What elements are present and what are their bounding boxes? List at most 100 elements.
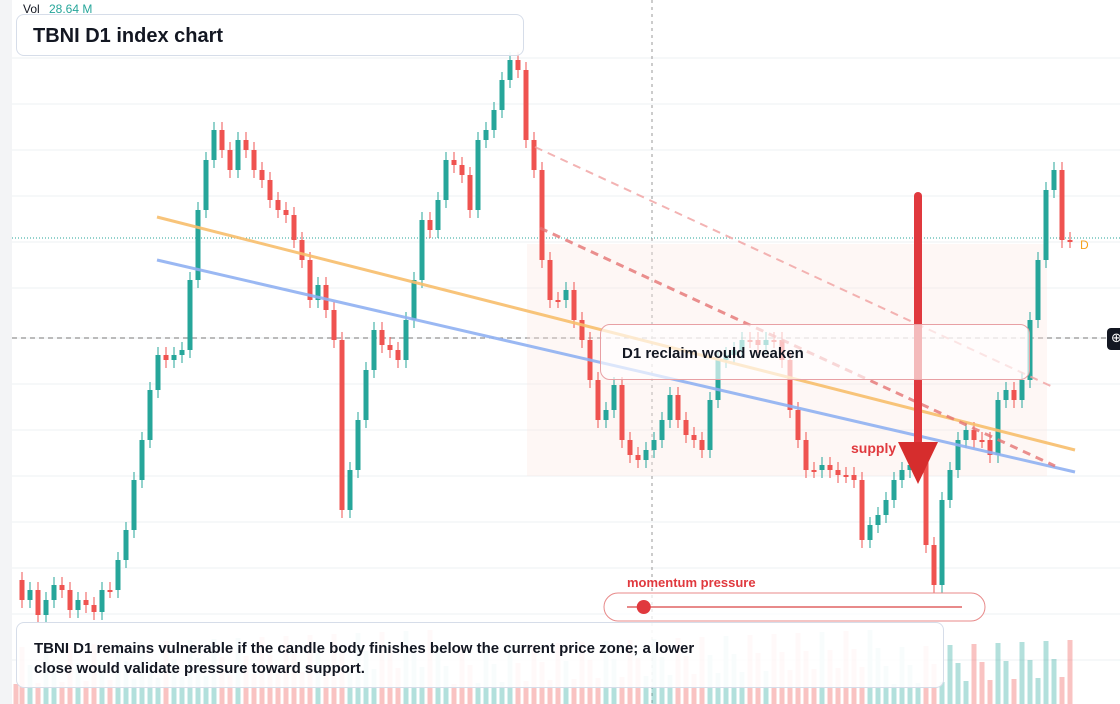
candle-body bbox=[451, 160, 457, 165]
volume-bar bbox=[1051, 659, 1057, 704]
candle-body bbox=[203, 160, 209, 210]
volume-bar bbox=[227, 675, 233, 704]
reclaim-callout: D1 reclaim would weaken bbox=[600, 324, 1030, 380]
candle-body bbox=[619, 385, 625, 440]
volume-bar bbox=[963, 681, 969, 704]
candle-body bbox=[651, 440, 657, 450]
momentum-knob bbox=[636, 600, 651, 614]
candle-body bbox=[859, 480, 865, 540]
candle-body bbox=[131, 480, 137, 530]
candle-body bbox=[275, 200, 281, 210]
candle-body bbox=[675, 395, 681, 420]
candle-body bbox=[883, 500, 889, 515]
candle-body bbox=[827, 465, 833, 470]
volume-bar bbox=[571, 679, 577, 704]
volume-bar bbox=[179, 677, 185, 704]
candle-body bbox=[947, 470, 953, 500]
candle-body bbox=[475, 140, 481, 210]
volume-bar bbox=[1003, 661, 1009, 704]
candle-body bbox=[835, 470, 841, 475]
candle-body bbox=[891, 480, 897, 500]
candle-body bbox=[507, 60, 513, 80]
candle-body bbox=[843, 475, 849, 477]
candle-body bbox=[99, 590, 105, 612]
volume-value: 28.64 M bbox=[49, 2, 93, 16]
candle-body bbox=[35, 590, 41, 615]
candle-body bbox=[299, 240, 305, 260]
volume-bar bbox=[475, 683, 481, 704]
candle-body bbox=[179, 350, 185, 355]
candle-body bbox=[387, 345, 393, 350]
down-arrow-head bbox=[898, 442, 938, 484]
candle-body bbox=[427, 220, 433, 230]
candle-body bbox=[19, 580, 25, 600]
candle-body bbox=[379, 330, 385, 345]
candle-body bbox=[139, 440, 145, 480]
volume-bar bbox=[1043, 641, 1049, 704]
volume-bar bbox=[643, 676, 649, 704]
candle-body bbox=[971, 430, 977, 440]
candle-body bbox=[307, 260, 313, 300]
momentum-label: momentum pressure bbox=[627, 575, 756, 590]
crosshair-icon[interactable]: ⊕ bbox=[1107, 328, 1120, 350]
volume-bar bbox=[13, 684, 19, 704]
volume-bar bbox=[971, 644, 977, 704]
candle-body bbox=[923, 460, 929, 545]
candle-body bbox=[603, 410, 609, 420]
timeframe-badge[interactable]: D bbox=[1080, 238, 1089, 252]
candle-body bbox=[371, 330, 377, 370]
chart-title: TBNI D1 index chart bbox=[33, 25, 224, 47]
candle-body bbox=[291, 215, 297, 240]
candle-body bbox=[1035, 260, 1041, 320]
candle-body bbox=[667, 395, 673, 420]
candle-body bbox=[955, 440, 961, 470]
candle-body bbox=[659, 420, 665, 440]
candle-body bbox=[315, 285, 321, 300]
candle-body bbox=[907, 465, 913, 470]
volume-bar bbox=[523, 681, 529, 704]
volume-bar bbox=[547, 680, 553, 704]
candle-body bbox=[435, 200, 441, 230]
volume-bar bbox=[59, 682, 65, 704]
candle-body bbox=[1019, 380, 1025, 400]
candle-body bbox=[259, 170, 265, 180]
candle-body bbox=[251, 150, 257, 170]
volume-bar bbox=[955, 663, 961, 704]
candle-body bbox=[483, 130, 489, 140]
left-margin bbox=[0, 0, 12, 704]
volume-bar bbox=[131, 679, 137, 704]
volume-bar bbox=[35, 683, 41, 704]
candle-body bbox=[1003, 390, 1009, 400]
candle-body bbox=[187, 280, 193, 350]
candle-body bbox=[691, 435, 697, 440]
candle-body bbox=[347, 470, 353, 510]
candle-body bbox=[803, 440, 809, 470]
volume-bar bbox=[451, 684, 457, 704]
volume-bar bbox=[83, 681, 89, 704]
candle-body bbox=[91, 605, 97, 612]
volume-bar bbox=[891, 684, 897, 704]
candle-body bbox=[571, 290, 577, 320]
candle-body bbox=[627, 440, 633, 455]
candle-body bbox=[339, 340, 345, 510]
candle-body bbox=[331, 310, 337, 340]
candle-body bbox=[1059, 170, 1065, 240]
candle-body bbox=[419, 220, 425, 280]
candle-body bbox=[963, 430, 969, 440]
candles bbox=[19, 52, 1073, 623]
volume-bar bbox=[275, 673, 281, 704]
candle-body bbox=[867, 525, 873, 540]
volume-bar bbox=[1019, 642, 1025, 704]
candle-body bbox=[987, 440, 993, 455]
candle-body bbox=[635, 455, 641, 460]
summary-card: TBNI D1 remains vulnerable if the candle… bbox=[16, 622, 944, 688]
volume-bar bbox=[947, 645, 953, 704]
candle-body bbox=[595, 380, 601, 420]
candle-body bbox=[563, 290, 569, 300]
volume-bar bbox=[715, 673, 721, 704]
candle-body bbox=[27, 590, 33, 600]
candle-body bbox=[155, 355, 161, 390]
supply-label: supply bbox=[851, 440, 897, 456]
volume-bar bbox=[595, 678, 601, 704]
candle-body bbox=[115, 560, 121, 590]
